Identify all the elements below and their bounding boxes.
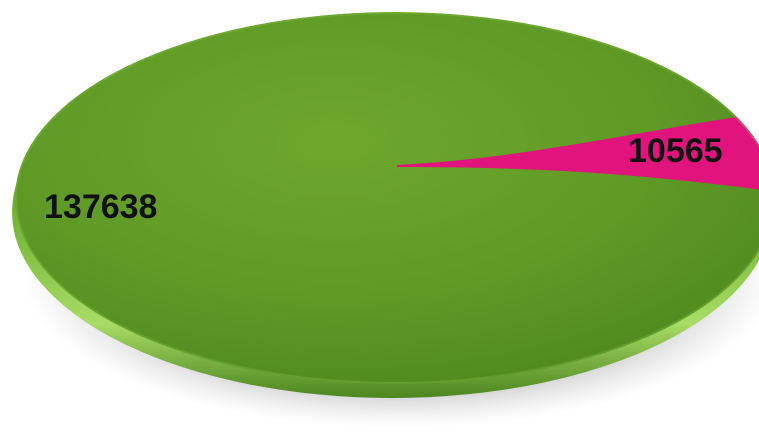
slice-label-pink: 10565 xyxy=(628,132,723,170)
slice-label-green: 137638 xyxy=(44,188,157,226)
pie-edge-highlight xyxy=(15,12,759,384)
pie-slice-pink xyxy=(397,102,759,202)
pie-top-face xyxy=(15,12,759,384)
